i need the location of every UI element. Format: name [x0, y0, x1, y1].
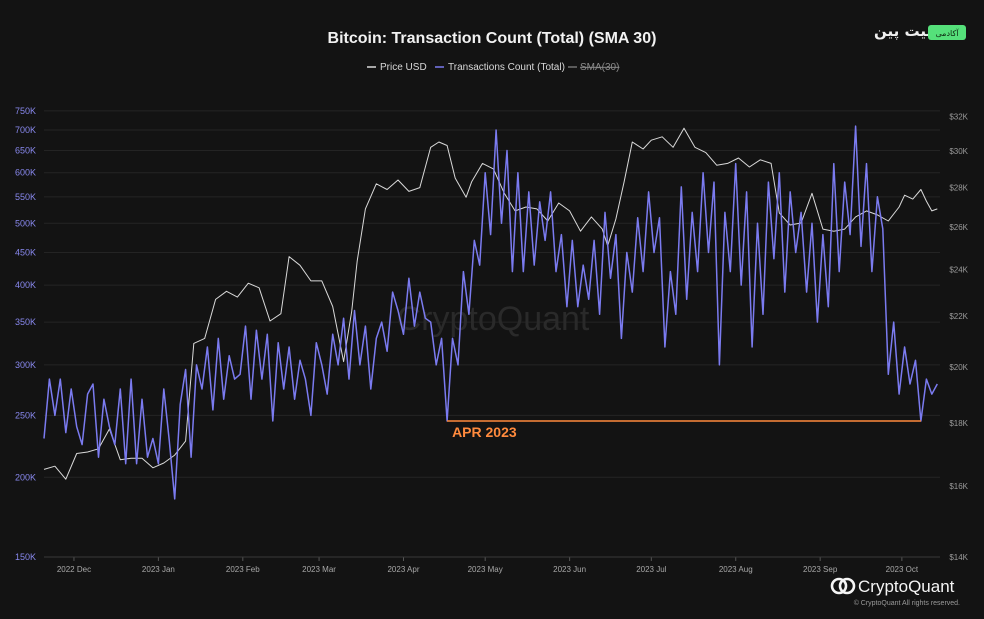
y-right-tick-label: $24K: [949, 266, 968, 275]
y-left-tick-label: 250K: [15, 410, 36, 420]
y-left-tick-label: 550K: [15, 192, 36, 202]
legend: Price USD Transactions Count (Total) SMA…: [367, 62, 619, 73]
y-left-tick-label: 450K: [15, 247, 36, 257]
y-left-tick-label: 750K: [15, 106, 36, 116]
y-right-tick-label: $18K: [949, 419, 968, 428]
x-tick-label: 2023 Aug: [719, 565, 753, 574]
legend-label-sma: SMA(30): [580, 62, 619, 73]
y-right-tick-label: $22K: [949, 312, 968, 321]
y-axis-right: $14K $16K $18K $20K $22K $24K $26K $28K $30K $32K: [949, 112, 968, 562]
y-left-tick-label: 350K: [15, 317, 36, 327]
x-tick-label: 2023 Apr: [387, 565, 419, 574]
chart-title: Bitcoin: Transaction Count (Total) (SMA …: [328, 30, 657, 47]
cryptoquant-brand-text: CryptoQuant: [858, 577, 955, 596]
copyright-text: © CryptoQuant All rights reserved.: [854, 599, 960, 607]
academy-badge-text: آکادمی: [936, 28, 960, 38]
y-left-tick-label: 600K: [15, 168, 36, 178]
watermark: CryptoQuant: [397, 300, 590, 338]
x-tick-label: 2023 Sep: [803, 565, 838, 574]
y-left-tick-label: 700K: [15, 125, 36, 135]
x-tick-label: 2023 Jul: [636, 565, 666, 574]
legend-item-transactions[interactable]: Transactions Count (Total): [435, 62, 565, 73]
academy-badge: [928, 25, 966, 40]
x-tick-label: 2023 Oct: [886, 565, 919, 574]
x-tick-label: 2023 Feb: [226, 565, 260, 574]
y-right-tick-label: $32K: [949, 112, 968, 121]
y-right-tick-label: $30K: [949, 147, 968, 156]
y-right-tick-label: $20K: [949, 363, 968, 372]
y-right-tick-label: $16K: [949, 482, 968, 491]
bitpin-logo: بیت پین آکادمی: [874, 22, 966, 41]
x-tick-label: 2023 Mar: [302, 565, 336, 574]
y-axis-left: 150K 200K 250K 300K 350K 400K 450K 500K 550K 600K…: [15, 106, 36, 562]
x-tick-label: 2023 May: [468, 565, 503, 574]
y-left-tick-label: 400K: [15, 280, 36, 290]
annotation: APR 2023: [447, 420, 921, 440]
legend-item-price[interactable]: Price USD: [367, 62, 427, 73]
y-left-tick-label: 150K: [15, 552, 36, 562]
x-tick-label: 2023 Jan: [142, 565, 175, 574]
y-right-tick-label: $28K: [949, 184, 968, 193]
legend-label-price: Price USD: [380, 62, 427, 73]
cryptoquant-logo-icon: [830, 577, 856, 595]
y-left-tick-label: 500K: [15, 218, 36, 228]
y-left-tick-label: 200K: [15, 472, 36, 482]
annotation-label: APR 2023: [452, 424, 517, 440]
series-line-transactions: [43, 125, 938, 500]
x-tick-label: 2023 Jun: [553, 565, 586, 574]
legend-label-transactions: Transactions Count (Total): [448, 62, 565, 73]
cryptoquant-brand: CryptoQuant © CryptoQuant All rights res…: [830, 577, 960, 607]
bitpin-logo-text: بیت پین: [874, 22, 932, 41]
y-left-tick-label: 300K: [15, 360, 36, 370]
x-tick-label: 2022 Dec: [57, 565, 91, 574]
y-right-tick-label: $26K: [949, 223, 968, 232]
legend-item-sma[interactable]: SMA(30): [568, 62, 619, 73]
y-right-tick-label: $14K: [949, 553, 968, 562]
y-left-tick-label: 650K: [15, 146, 36, 156]
x-axis: 2022 Dec 2023 Jan 2023 Feb 2023 Mar 2023 Apr…: [44, 556, 940, 574]
